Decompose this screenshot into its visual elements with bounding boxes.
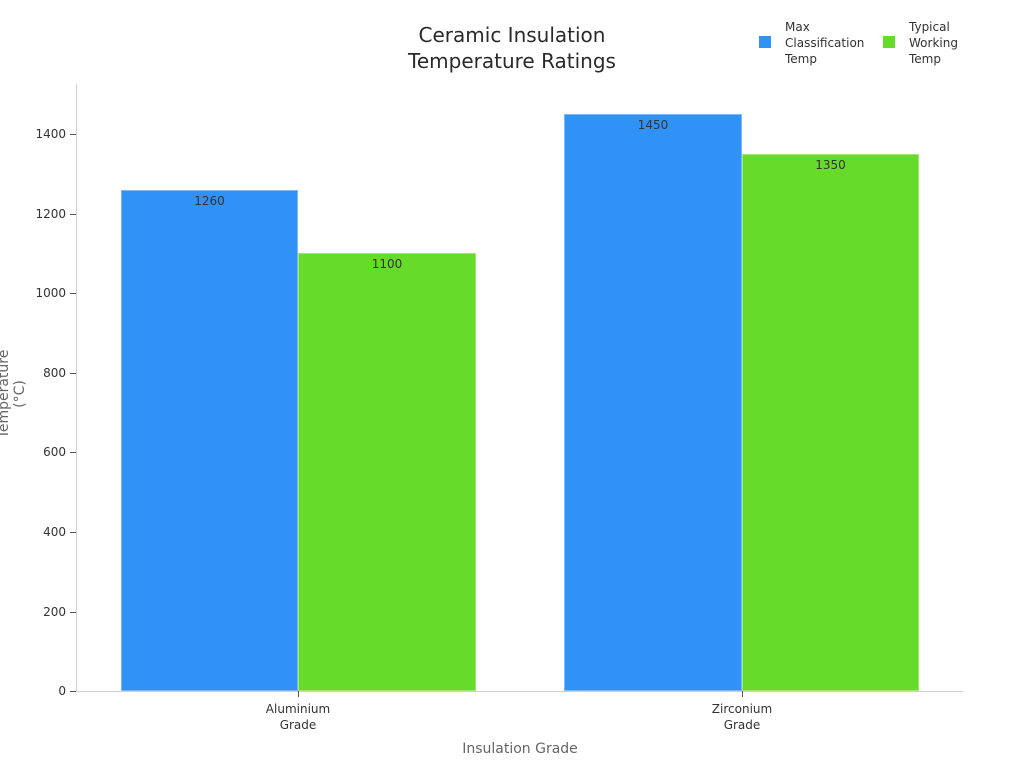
y-tick: 1400: [0, 127, 76, 141]
bar-value-label: 1100: [371, 257, 403, 271]
y-tick: 400: [0, 525, 76, 539]
legend-item-typical-working[interactable]: Typical Working Temp: [883, 19, 958, 67]
legend-swatch-blue: [759, 36, 771, 48]
x-tick-zirconium: Zirconium Grade: [682, 691, 802, 733]
y-tick: 1200: [0, 207, 76, 221]
x-axis-line: [76, 691, 963, 692]
bar-aluminium-working[interactable]: 1100: [298, 253, 476, 691]
x-tick-aluminium: Aluminium Grade: [238, 691, 358, 733]
y-tick: 600: [0, 445, 76, 459]
legend-label: Max Classification Temp: [785, 20, 865, 66]
y-tick: 0: [0, 684, 76, 698]
bar-value-label: 1450: [637, 118, 669, 132]
bar-value-label: 1350: [815, 158, 846, 172]
bar-zirconium-max[interactable]: 1450: [564, 114, 742, 691]
y-axis-line: [76, 84, 77, 691]
title-line-1: Ceramic Insulation: [418, 23, 606, 47]
title-line-2: Temperature Ratings: [408, 49, 616, 73]
bar-aluminium-max[interactable]: 1260: [121, 190, 298, 691]
y-tick: 1000: [0, 286, 76, 300]
bar-value-label: 1260: [194, 194, 225, 208]
y-tick: 800: [0, 366, 76, 380]
x-axis-label: Insulation Grade: [462, 741, 578, 757]
y-axis-label: Temperature (°C): [0, 349, 28, 439]
y-tick: 200: [0, 605, 76, 619]
chart-title: Ceramic Insulation Temperature Ratings: [362, 22, 662, 74]
legend-swatch-green: [883, 36, 895, 48]
legend-item-max-classification[interactable]: Max Classification Temp: [759, 19, 864, 67]
bar-zirconium-working[interactable]: 1350: [742, 154, 919, 691]
legend-label: Typical Working Temp: [909, 20, 958, 66]
